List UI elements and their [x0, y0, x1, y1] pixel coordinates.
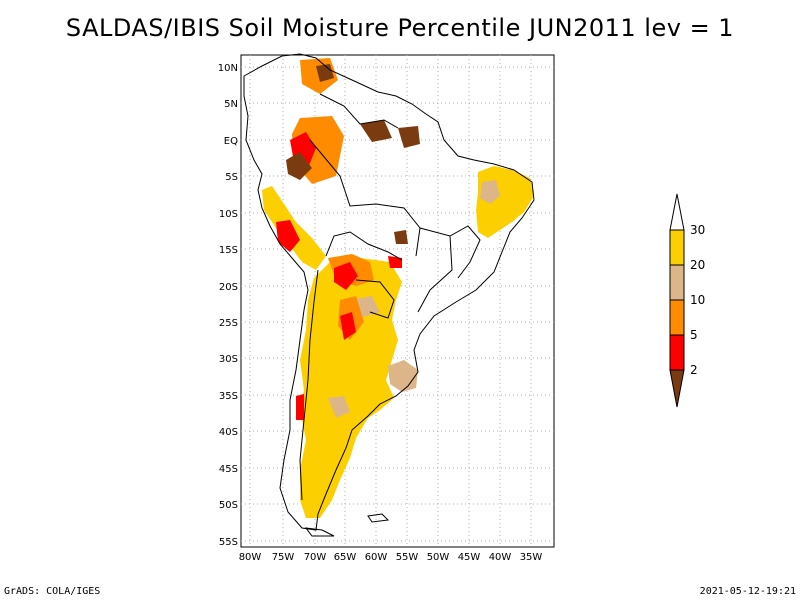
- lat-tick-label: 10S: [219, 209, 238, 220]
- region-red-chile: [296, 394, 304, 420]
- lat-tick-label: 5S: [225, 172, 238, 183]
- region-tan-uruguay: [388, 360, 418, 392]
- lon-axis: 80W 75W 70W 65W 60W 55W 50W 45W 40W 35W: [239, 552, 543, 563]
- lat-tick-label: 55S: [219, 537, 238, 548]
- legend-label: 10: [690, 293, 705, 307]
- legend-band-5-10: [669, 299, 685, 336]
- coastline: [243, 53, 535, 537]
- coastline-south-america: [243, 53, 535, 531]
- lat-tick-label: 20S: [219, 282, 238, 293]
- lon-tick-label: 40W: [489, 552, 512, 563]
- lon-tick-label: 65W: [334, 552, 357, 563]
- island-tierra-del-fuego: [304, 527, 335, 537]
- region-tan-ne: [480, 180, 500, 204]
- legend-band-20-30: [669, 229, 685, 266]
- lat-tick-label: 45S: [219, 464, 238, 475]
- border-peru-bolivia: [325, 231, 403, 261]
- region-argentina-dry: [300, 258, 402, 518]
- region-brown-amazon: [286, 152, 312, 180]
- region-brown-guyana: [360, 120, 392, 142]
- legend-label: 20: [690, 258, 705, 272]
- lat-tick-label: 50S: [219, 500, 238, 511]
- border-venezuela: [319, 93, 399, 129]
- lat-tick-label: 30S: [219, 354, 238, 365]
- lat-tick-label: 10N: [218, 63, 238, 74]
- lon-tick-label: 55W: [396, 552, 419, 563]
- lat-tick-label: 5N: [224, 99, 238, 110]
- region-red-mato-grosso: [388, 256, 402, 268]
- color-legend: 30 20 10 5 2: [669, 193, 705, 408]
- border-argentina-chile: [299, 269, 319, 501]
- lon-tick-label: 45W: [458, 552, 481, 563]
- region-brown-brazil: [394, 230, 408, 244]
- border-brazil-states: [417, 225, 481, 313]
- island-falklands: [367, 513, 390, 523]
- region-brown-colombia: [316, 64, 334, 82]
- lon-tick-label: 70W: [304, 552, 327, 563]
- legend-bottom-arrow: [669, 369, 685, 408]
- lat-axis: 10N 5N EQ 5S 10S 15S 20S 25S 30S 35S 40S…: [218, 63, 238, 548]
- region-red-argentina: [340, 312, 356, 340]
- border-paraguay: [355, 279, 395, 319]
- lat-tick-label: 25S: [219, 318, 238, 329]
- lat-tick-label: 15S: [219, 245, 238, 256]
- lon-tick-label: 50W: [427, 552, 450, 563]
- lon-tick-label: 60W: [365, 552, 388, 563]
- legend-label: 5: [690, 328, 698, 342]
- lon-tick-label: 35W: [520, 552, 543, 563]
- region-brown-suriname: [398, 126, 420, 148]
- lon-tick-label: 75W: [272, 552, 295, 563]
- legend-band-10-20: [669, 264, 685, 301]
- legend-label: 2: [690, 363, 698, 377]
- region-red-bolivia: [334, 262, 358, 290]
- legend-label: 30: [690, 223, 705, 237]
- plot-frame: [240, 54, 555, 548]
- region-tan-patagonia: [328, 396, 350, 418]
- lat-tick-label: 40S: [219, 427, 238, 438]
- map-title: SALDAS/IBIS Soil Moisture Percentile JUN…: [65, 14, 735, 42]
- lon-tick-label: 80W: [239, 552, 262, 563]
- region-red-peru: [276, 220, 300, 252]
- lat-tick-label: EQ: [224, 136, 238, 147]
- legend-top-arrow: [669, 193, 685, 231]
- legend-band-2-5: [669, 334, 685, 371]
- footer-credit: GrADS: COLA/IGES: [4, 586, 101, 597]
- footer-timestamp: 2021-05-12-19:21: [699, 586, 796, 597]
- lat-tick-label: 35S: [219, 391, 238, 402]
